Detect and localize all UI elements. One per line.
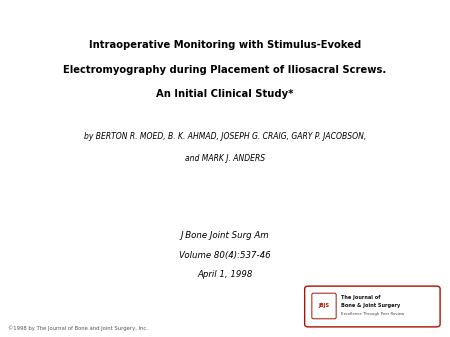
Text: Bone & Joint Surgery: Bone & Joint Surgery (341, 304, 400, 308)
Text: J Bone Joint Surg Am: J Bone Joint Surg Am (181, 232, 269, 240)
Text: ©1998 by The Journal of Bone and Joint Surgery, Inc.: ©1998 by The Journal of Bone and Joint S… (8, 325, 148, 331)
Text: The Journal of: The Journal of (341, 296, 381, 300)
Text: Volume 80(4):537-46: Volume 80(4):537-46 (179, 251, 271, 260)
Text: Excellence Through Peer Review: Excellence Through Peer Review (341, 312, 405, 316)
Text: Electromyography during Placement of Iliosacral Screws.: Electromyography during Placement of Ili… (63, 65, 387, 75)
FancyBboxPatch shape (305, 286, 440, 327)
Text: Intraoperative Monitoring with Stimulus-Evoked: Intraoperative Monitoring with Stimulus-… (89, 40, 361, 51)
Text: and MARK J. ANDERS: and MARK J. ANDERS (185, 154, 265, 163)
Text: by BERTON R. MOED, B. K. AHMAD, JOSEPH G. CRAIG, GARY P. JACOBSON,: by BERTON R. MOED, B. K. AHMAD, JOSEPH G… (84, 132, 366, 141)
FancyBboxPatch shape (312, 293, 336, 319)
Text: April 1, 1998: April 1, 1998 (197, 271, 253, 279)
Text: An Initial Clinical Study*: An Initial Clinical Study* (156, 89, 294, 99)
Text: JBJS: JBJS (319, 304, 329, 308)
